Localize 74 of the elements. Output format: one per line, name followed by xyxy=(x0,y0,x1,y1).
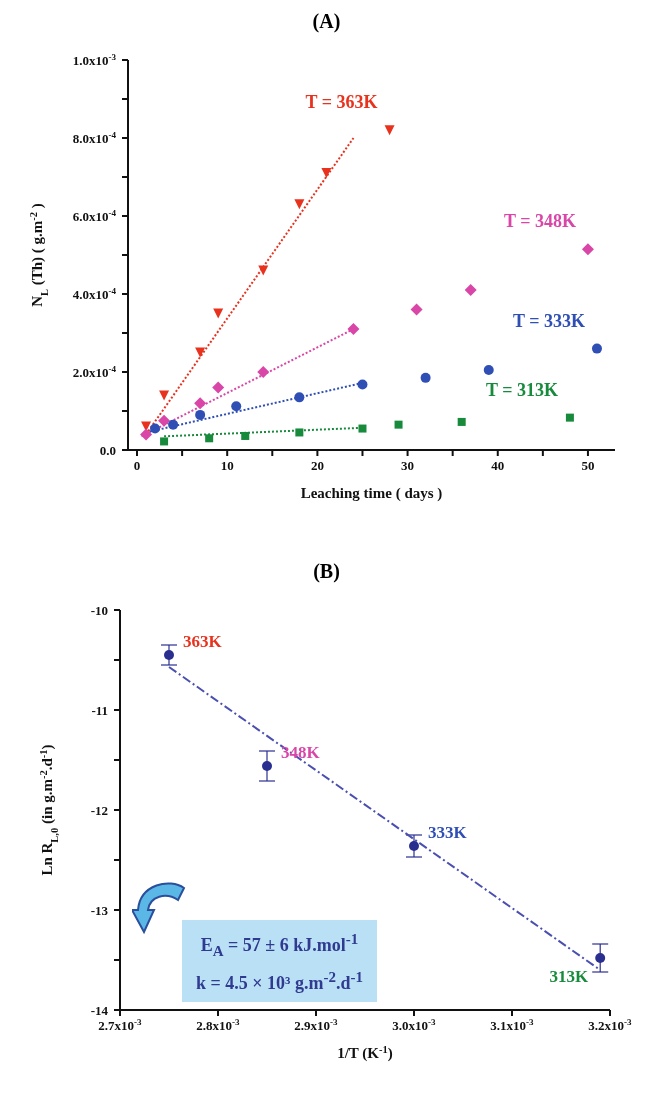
series-label: T = 333K xyxy=(513,310,585,331)
x-tick-label: 2.8x10$^{-3}$ xyxy=(196,1017,241,1033)
point xyxy=(195,409,206,420)
chart-title: (A) xyxy=(311,10,342,35)
point xyxy=(158,414,171,427)
point xyxy=(457,417,466,426)
y-tick-label: -14 xyxy=(90,1003,109,1018)
x-tick-label: 2.7x10$^{-3}$ xyxy=(98,1017,143,1033)
point xyxy=(295,428,304,437)
x-tick-label: 3.0x10$^{-3}$ xyxy=(392,1017,437,1033)
point xyxy=(347,323,360,336)
x-tick-label: 3.2x10$^{-3}$ xyxy=(588,1017,633,1033)
point xyxy=(231,401,242,412)
point xyxy=(164,650,174,660)
point xyxy=(410,303,423,316)
point xyxy=(384,125,395,136)
point xyxy=(294,199,305,210)
series-label: T = 313K xyxy=(485,379,558,400)
y-tick-label: -10 xyxy=(90,603,108,618)
point xyxy=(160,437,169,446)
point xyxy=(464,284,477,297)
x-tick-label: 20 xyxy=(310,458,324,473)
y-tick-label: 6.0x10$^{-4}$ xyxy=(72,208,117,224)
point xyxy=(140,428,153,441)
y-tick-label: 4.0x10$^{-4}$ xyxy=(72,286,117,302)
annotation: k = 4.5 × 10³ g.m$^{-2}$.d$^{-1}$ xyxy=(196,967,363,995)
x-tick-label: 50 xyxy=(581,458,595,473)
y-tick-label: 1.0x10$^{-3}$ xyxy=(72,52,117,68)
x-tick-label: 40 xyxy=(491,458,505,473)
y-tick-label: 0.0 xyxy=(99,443,116,458)
point xyxy=(195,347,206,358)
annotation: 363K xyxy=(183,632,223,651)
annotation: 313K xyxy=(549,967,589,986)
point xyxy=(205,434,214,443)
x-tick-label: 10 xyxy=(220,458,234,473)
point xyxy=(258,265,269,276)
point xyxy=(168,419,179,430)
point xyxy=(294,392,305,403)
point xyxy=(194,397,207,410)
chart-title: (B) xyxy=(312,560,341,585)
y-tick-label: -11 xyxy=(91,703,108,718)
point xyxy=(213,308,224,319)
point xyxy=(420,372,431,383)
point xyxy=(358,424,367,433)
x-axis-title: Leaching time ( days ) xyxy=(300,485,443,502)
point xyxy=(595,953,606,963)
point xyxy=(321,168,332,179)
point xyxy=(409,841,419,851)
annotation: 348K xyxy=(281,743,321,762)
y-tick-label: 8.0x10$^{-4}$ xyxy=(72,130,117,146)
point xyxy=(483,365,494,376)
point xyxy=(581,243,594,256)
series-label: T = 348K xyxy=(503,211,576,232)
point xyxy=(241,431,250,440)
x-tick-label: 0 xyxy=(133,458,141,473)
point xyxy=(357,379,368,390)
x-tick-label: 3.1x10$^{-3}$ xyxy=(490,1017,535,1033)
annotation: E$_{A}$ = 57 ± 6 kJ.mol$^{-1}$ xyxy=(199,930,360,961)
point xyxy=(262,761,272,771)
point xyxy=(565,413,574,422)
point xyxy=(591,343,602,354)
x-tick-label: 30 xyxy=(401,458,415,473)
y-tick-label: -12 xyxy=(90,803,108,818)
point xyxy=(257,366,270,378)
series-label: T = 363K xyxy=(305,92,378,113)
point xyxy=(394,420,403,429)
y-tick-label: 2.0x10$^{-4}$ xyxy=(72,364,117,380)
point xyxy=(159,390,170,401)
point xyxy=(212,381,225,394)
point xyxy=(150,423,161,434)
annotation: 333K xyxy=(428,823,468,842)
x-axis-title: 1/T (K$^{-1}$) xyxy=(337,1043,393,1062)
x-tick-label: 2.9x10$^{-3}$ xyxy=(294,1017,339,1033)
y-tick-label: -13 xyxy=(90,903,109,918)
